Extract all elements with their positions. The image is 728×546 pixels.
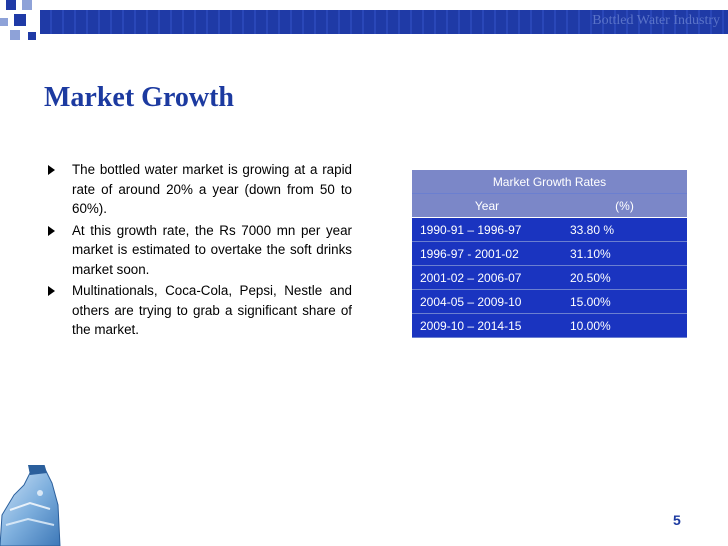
water-bottle-icon: [0, 465, 61, 546]
bullet-item: The bottled water market is growing at a…: [48, 160, 352, 219]
table-title: Market Growth Rates: [412, 170, 687, 194]
bullet-list: The bottled water market is growing at a…: [48, 160, 352, 342]
bullet-text: Multinationals, Coca-Cola, Pepsi, Nestle…: [72, 283, 352, 337]
cell-percent: 31.10%: [562, 241, 687, 266]
arrow-bullet-icon: [48, 286, 55, 296]
cell-year: 2004-05 – 2009-10: [412, 289, 562, 314]
header-title: Bottled Water Industry: [592, 13, 720, 28]
arrow-bullet-icon: [48, 225, 55, 236]
cell-percent: 20.50%: [562, 265, 687, 290]
table-title-row: Market Growth Rates: [412, 170, 687, 194]
table-row: 2001-02 – 2006-07 20.50%: [412, 265, 687, 290]
table-row: 1990-91 – 1996-97 33.80 %: [412, 217, 687, 242]
corner-squares-decoration: [0, 0, 60, 50]
cell-percent: 15.00%: [562, 289, 687, 314]
square-decoration: [22, 0, 32, 10]
cell-year: 1990-91 – 1996-97: [412, 217, 562, 242]
column-header-percent: (%): [562, 193, 687, 218]
cell-year: 2009-10 – 2014-15: [412, 313, 562, 338]
square-decoration: [14, 14, 26, 26]
table-header-row: Year (%): [412, 193, 687, 218]
bullet-item: Multinationals, Coca-Cola, Pepsi, Nestle…: [48, 281, 352, 340]
square-decoration: [28, 32, 36, 40]
market-growth-table: Market Growth Rates Year (%) 1990-91 – 1…: [412, 170, 687, 338]
arrow-bullet-icon: [48, 165, 55, 175]
table-row: 1996-97 - 2001-02 31.10%: [412, 241, 687, 266]
square-decoration: [6, 0, 16, 10]
cell-year: 2001-02 – 2006-07: [412, 265, 562, 290]
bullet-item: At this growth rate, the Rs 7000 mn per …: [48, 221, 352, 280]
slide-title: Market Growth: [44, 82, 234, 113]
column-header-year: Year: [412, 193, 562, 218]
table-row: 2004-05 – 2009-10 15.00%: [412, 289, 687, 314]
table-row: 2009-10 – 2014-15 10.00%: [412, 313, 687, 338]
cell-percent: 33.80 %: [562, 217, 687, 242]
cell-percent: 10.00%: [562, 313, 687, 338]
square-decoration: [10, 30, 20, 40]
header-bar: Bottled Water Industry: [40, 10, 728, 34]
page-number: 5: [673, 512, 681, 528]
cell-year: 1996-97 - 2001-02: [412, 241, 562, 266]
water-bottle-image: [0, 465, 62, 546]
square-decoration: [0, 18, 8, 26]
bullet-text: At this growth rate, the Rs 7000 mn per …: [72, 222, 352, 277]
bullet-text: The bottled water market is growing at a…: [72, 162, 352, 216]
